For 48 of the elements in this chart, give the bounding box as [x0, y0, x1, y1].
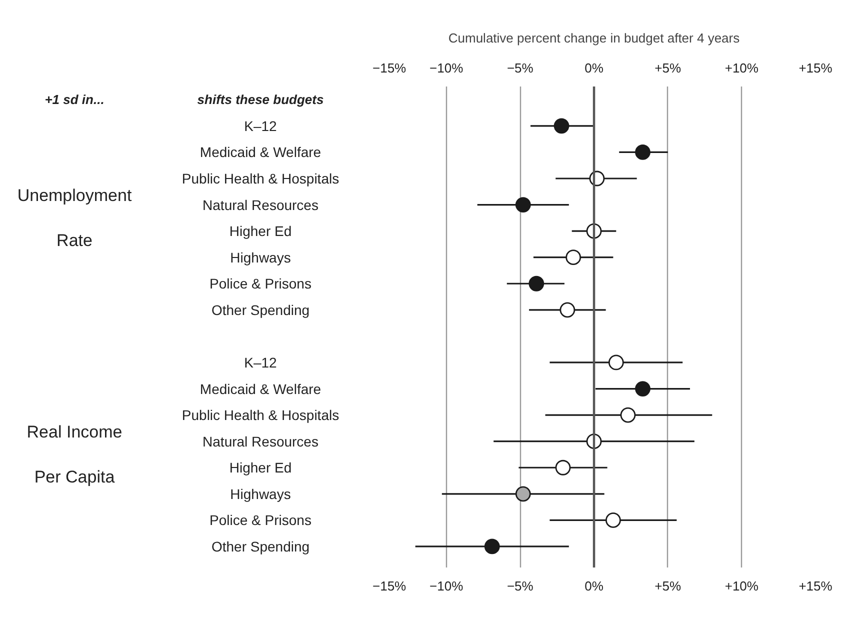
- x2-tick-label: −10%: [430, 60, 464, 76]
- x2-tick-label: −15%: [372, 60, 407, 76]
- point: [635, 144, 650, 160]
- point: [635, 381, 650, 396]
- text: +1 sd in...: [44, 92, 104, 108]
- x-tick-label: −15%: [372, 578, 407, 594]
- y-tick-label: Highways: [230, 249, 291, 266]
- x-tick-label: +5%: [654, 578, 682, 594]
- point: [515, 486, 531, 502]
- y-tick-label: Police & Prisons: [210, 512, 312, 528]
- x2-tick-label: +15%: [798, 60, 833, 76]
- y-tick-label: Other Spending: [211, 302, 310, 318]
- point: [515, 197, 531, 212]
- x-tick-label: 0%: [584, 578, 604, 594]
- y-tick-label: Other Spending: [211, 538, 310, 554]
- point: [484, 538, 500, 554]
- point: [620, 407, 636, 423]
- x-tick-label: −10%: [430, 578, 464, 594]
- x-tick-label: +15%: [798, 578, 833, 594]
- y-tick-label: Public Health & Hospitals: [182, 170, 340, 186]
- point: [554, 118, 570, 134]
- text: Unemployment Rate: [17, 186, 132, 250]
- x-tick-label: +10%: [724, 578, 759, 594]
- x2-tick-label: +10%: [724, 60, 759, 76]
- y-tick-label: K–12: [244, 354, 278, 370]
- y-tick-label: K–12: [244, 118, 278, 134]
- y-tick-label: Police & Prisons: [210, 276, 312, 292]
- text: Real Income Per Capita: [26, 422, 122, 486]
- y-tick-label: Medicaid & Welfare: [200, 144, 322, 160]
- point: [528, 276, 544, 292]
- text: shifts these budgets: [197, 92, 324, 108]
- x2-tick-label: −5%: [506, 60, 534, 76]
- x2-axis-title: Cumulative percent change in budget after 4 years: [448, 30, 740, 46]
- y-tick-label: Medicaid & Welfare: [200, 380, 322, 397]
- point: [555, 460, 571, 476]
- point: [605, 512, 621, 528]
- x2-tick-label: +5%: [654, 60, 682, 76]
- x2-tick-label: 0%: [584, 60, 604, 76]
- y-tick-label: Highways: [230, 486, 291, 502]
- y-tick-label: Public Health & Hospitals: [182, 407, 340, 424]
- point: [560, 302, 576, 318]
- point: [566, 250, 582, 266]
- y-tick-label: Higher Ed: [229, 223, 292, 240]
- x-tick-label: −5%: [506, 578, 534, 594]
- point: [608, 354, 624, 370]
- y-tick-label: Natural Resources: [202, 196, 318, 213]
- y-tick-label: Higher Ed: [229, 460, 292, 476]
- y-tick-label: Natural Resources: [202, 433, 318, 450]
